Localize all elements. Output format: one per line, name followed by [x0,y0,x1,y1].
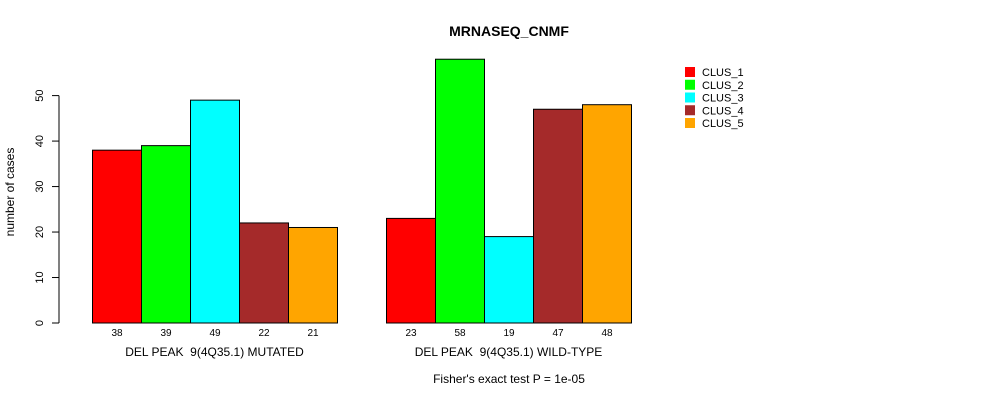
y-axis: 0 10 20 30 40 50 [34,89,60,326]
legend-swatch [685,118,695,128]
bar-clus-1 [92,149,142,324]
bar-value-label: 22 [258,328,270,339]
bar-clus-3 [484,236,534,324]
y-axis-label: number of cases [3,148,17,237]
y-tick-label: 0 [34,320,46,326]
bar-clus-4 [239,222,289,324]
y-tick-label: 30 [34,180,46,192]
group-label: DEL PEAK 9(4Q35.1) MUTATED [125,345,304,359]
bar-value-label: 48 [601,328,613,339]
bar-value-label: 21 [307,328,319,339]
legend-label: CLUS_1 [702,67,744,79]
y-tick-label: 40 [34,135,46,147]
legend-label: CLUS_3 [702,93,744,105]
bar-value-label: 49 [209,328,221,339]
y-tick-label: 10 [34,271,46,283]
y-tick-label: 20 [34,226,46,238]
legend-swatch [685,92,695,103]
value-labels: 38 39 49 22 21 23 58 19 47 48 [111,328,613,339]
y-tick-label: 50 [34,89,46,101]
legend-label: CLUS_5 [702,118,744,130]
legend-swatch [685,105,695,116]
group-labels: DEL PEAK 9(4Q35.1) MUTATED DEL PEAK 9(4Q3… [125,345,602,359]
bar-clus-1 [386,217,436,324]
footnote: Fisher's exact test P = 1e-05 [433,372,585,386]
legend-label: CLUS_2 [702,80,744,92]
bars [92,58,632,324]
bar-clus-2 [435,58,485,324]
bar-value-label: 39 [160,328,172,339]
bar-clus-5 [288,226,338,324]
chart-title: MRNASEQ_CNMF [449,23,569,39]
legend-swatch [685,79,695,90]
bar-value-label: 38 [111,328,123,339]
bar-value-label: 58 [454,328,466,339]
bar-value-label: 23 [405,328,417,339]
bar-clus-2 [141,145,191,324]
legend-swatch [685,67,695,77]
bar-value-label: 19 [503,328,515,339]
bar-clus-4 [533,108,583,324]
bar-clus-5 [582,104,632,324]
bar-clus-3 [190,99,240,324]
group-label: DEL PEAK 9(4Q35.1) WILD-TYPE [415,345,603,359]
bar-value-label: 47 [552,328,564,339]
legend-label: CLUS_4 [702,105,744,117]
